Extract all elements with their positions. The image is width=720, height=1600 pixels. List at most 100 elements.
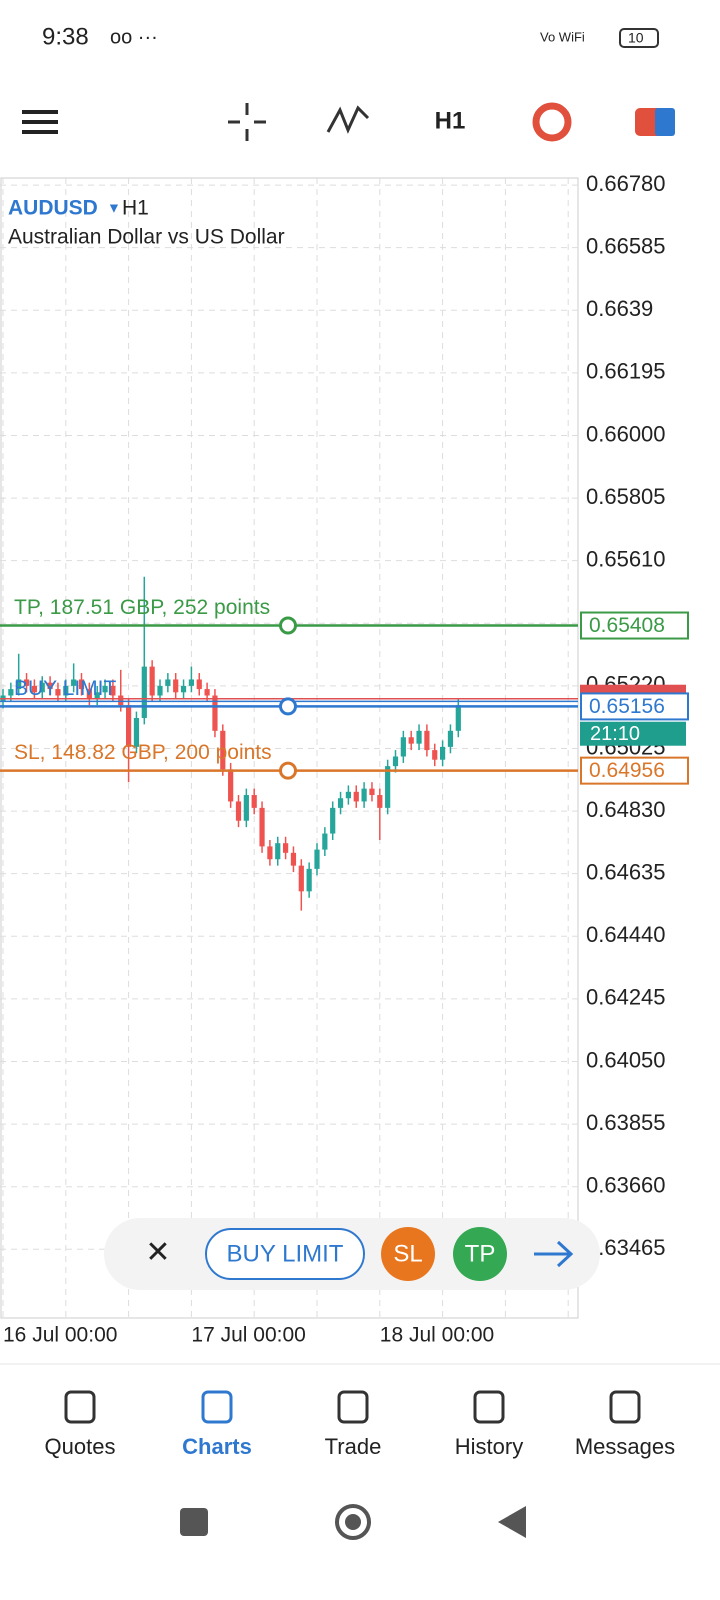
candle-body — [330, 807, 336, 834]
candle-body — [345, 791, 351, 799]
x-tick-label: 18 Jul 00:00 — [380, 1324, 494, 1347]
bottom-nav: Quotes Charts Trade History Messages — [45, 1390, 675, 1459]
level-box — [580, 611, 689, 640]
sl-label: SL — [393, 1240, 422, 1267]
candle-body — [110, 685, 116, 696]
indicators-button[interactable] — [326, 105, 370, 134]
symbol[interactable]: AUDUSD — [8, 197, 98, 220]
candle-body — [141, 666, 147, 718]
candle-body — [455, 705, 461, 731]
candle-body — [267, 846, 273, 860]
close-button[interactable]: ✕ — [145, 1236, 170, 1269]
status-network: Vo WiFi — [540, 29, 585, 44]
battery — [619, 28, 659, 48]
candle-body — [432, 750, 438, 760]
status-time: 9:38 — [42, 23, 89, 50]
symbol-dropdown: ▼ — [107, 200, 121, 216]
candle-body — [86, 689, 92, 699]
tp-button[interactable] — [453, 1227, 507, 1281]
level-handle[interactable] — [279, 616, 297, 635]
nav-icon[interactable] — [337, 1390, 369, 1424]
candle-body — [353, 791, 359, 802]
crosshair-button[interactable] — [228, 103, 266, 141]
candle-body — [447, 730, 454, 747]
candle-body — [361, 788, 367, 802]
level-text: SL, 148.82 GBP, 200 points — [14, 741, 272, 764]
home-dot — [345, 1514, 361, 1530]
candle-body — [16, 679, 22, 690]
trade-button[interactable] — [532, 102, 572, 142]
countdown: 21:10 — [590, 723, 640, 745]
y-tick-label: 0.64440 — [586, 922, 666, 947]
candle-body — [259, 807, 265, 847]
candle-body — [337, 798, 344, 808]
candle-body — [8, 689, 14, 696]
back-button[interactable] — [498, 1506, 526, 1538]
level-handle[interactable] — [279, 761, 297, 780]
x-tick-label: 17 Jul 00:00 — [191, 1324, 305, 1347]
candle-body — [220, 730, 226, 770]
candle-body — [408, 737, 414, 744]
account-button-half — [655, 108, 675, 136]
candle-body — [322, 833, 328, 850]
candle-body — [94, 692, 100, 699]
candle-body — [173, 679, 179, 693]
level-value: 0.65408 — [589, 614, 665, 637]
candle-body — [204, 689, 210, 696]
candle-body — [126, 705, 132, 747]
nav-label[interactable]: Messages — [575, 1434, 675, 1459]
candle-body — [283, 843, 289, 853]
y-tick-label: 0.65805 — [586, 484, 666, 509]
candle-body — [23, 679, 30, 686]
candle-body — [290, 852, 297, 866]
candle-body — [416, 730, 422, 744]
candle-body — [102, 685, 108, 693]
candle-body — [306, 868, 312, 892]
nav-label[interactable]: Quotes — [45, 1434, 116, 1459]
candle-body — [78, 679, 85, 690]
y-tick-label: 0.66195 — [586, 359, 666, 384]
timeframe-button[interactable]: H1 — [435, 107, 466, 134]
candle-body — [165, 679, 171, 686]
candle-body — [385, 766, 391, 808]
y-tick-label: 0.63660 — [586, 1173, 666, 1198]
y-tick-label: 0.65610 — [586, 546, 666, 571]
candle-body — [440, 746, 446, 760]
symbol-description: Australian Dollar vs US Dollar — [8, 226, 285, 249]
y-tick-label: 0.6639 — [586, 296, 653, 321]
level-handle[interactable] — [279, 697, 297, 716]
nav-icon[interactable] — [473, 1390, 505, 1424]
level-text: BUY LIMIT — [14, 677, 116, 700]
candle-body — [39, 682, 45, 693]
recents-button[interactable] — [180, 1508, 208, 1536]
candle-body — [212, 695, 218, 731]
candle-body — [180, 685, 187, 693]
y-tick-label: 0.64245 — [586, 985, 666, 1010]
candle-body — [377, 795, 383, 808]
candle-body — [31, 685, 37, 693]
home-button[interactable] — [335, 1504, 371, 1540]
nav-label[interactable]: Charts — [182, 1434, 252, 1459]
nav-icon[interactable] — [201, 1390, 233, 1424]
candle-body — [228, 769, 234, 802]
nav-label[interactable]: Trade — [325, 1434, 382, 1459]
y-tick-label: 0.63855 — [586, 1110, 666, 1135]
sl-button[interactable] — [381, 1227, 435, 1281]
chart: 0.66780 0.66585 0.6639 0.66195 0.66000 0.6580… — [0, 171, 689, 1347]
nav-icon[interactable] — [64, 1390, 96, 1424]
next-button[interactable] — [534, 1240, 574, 1268]
menu-button[interactable] — [22, 110, 58, 134]
level-box — [580, 692, 689, 721]
candle-body — [196, 679, 202, 690]
y-tick-label: 0.66000 — [586, 421, 666, 446]
y-tick-label: 0.66780 — [586, 171, 666, 196]
candle-body — [188, 679, 194, 686]
level-value: 0.64956 — [589, 759, 665, 782]
candle-body — [275, 843, 281, 860]
y-tick-label: 0.64050 — [586, 1047, 666, 1072]
nav-label[interactable]: History — [455, 1434, 523, 1459]
nav-icon[interactable] — [609, 1390, 641, 1424]
order-type-button[interactable] — [205, 1228, 365, 1280]
